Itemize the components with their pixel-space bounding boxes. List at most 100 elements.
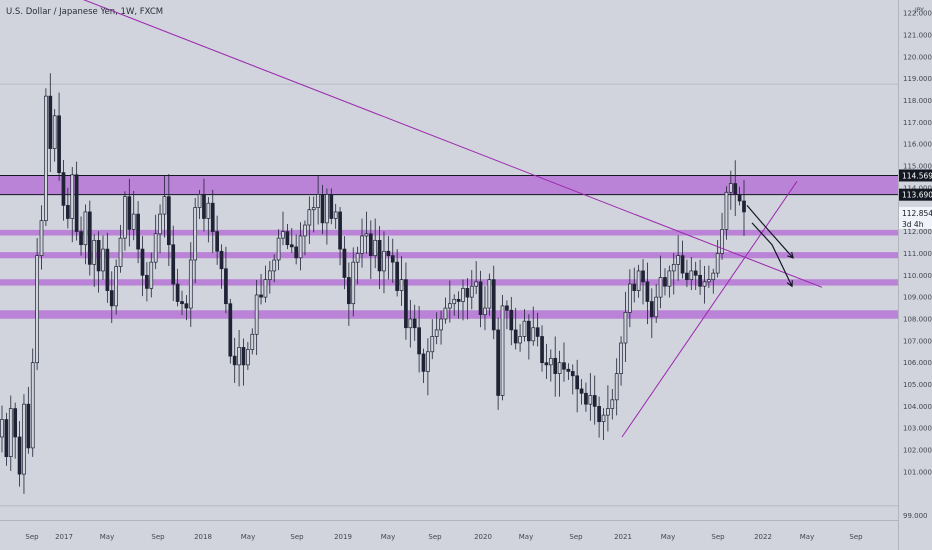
- candle-body: [483, 307, 487, 315]
- candle-body: [417, 327, 421, 355]
- candle-body: [360, 235, 364, 254]
- arrow-path-0[interactable]: [746, 204, 794, 259]
- candle-body: [259, 294, 263, 298]
- candle-body: [557, 362, 562, 374]
- candle-body: [478, 281, 483, 315]
- y-tick-label: 105.000: [903, 381, 932, 389]
- candle-body: [588, 395, 593, 405]
- x-tick-label: Sep: [569, 533, 583, 541]
- candle-body: [87, 211, 92, 265]
- candle-body: [412, 318, 417, 329]
- candle-body: [188, 259, 193, 309]
- x-tick-label: 2017: [55, 533, 73, 541]
- trendline-1[interactable]: [621, 181, 798, 438]
- candle-body: [584, 392, 588, 405]
- y-tick-label: 108.000: [903, 315, 932, 323]
- candle-body: [553, 357, 558, 374]
- candle-body: [127, 196, 132, 230]
- candle-body: [531, 327, 536, 342]
- candle-body: [377, 239, 382, 272]
- y-tick-label: 109.000: [903, 294, 932, 302]
- y-tick-label: 120.000: [903, 53, 932, 61]
- trendlines-layer[interactable]: [62, 0, 823, 438]
- y-tick-label: 101.000: [903, 468, 932, 476]
- candle-body: [162, 196, 167, 215]
- candle-body: [566, 368, 571, 372]
- y-tick-label: 114.000: [903, 184, 932, 192]
- candle-body: [39, 220, 44, 256]
- arrows-layer[interactable]: [746, 204, 794, 288]
- candle-body: [140, 248, 145, 276]
- candle-body: [118, 237, 123, 267]
- candle-body: [390, 255, 395, 263]
- candle-body: [131, 213, 136, 230]
- x-tick-label: May: [241, 533, 255, 541]
- price-tag-label-1: 113.690: [902, 191, 932, 200]
- trendline-0[interactable]: [62, 0, 823, 288]
- arrow-head-0: [787, 251, 794, 259]
- candle-body: [171, 244, 176, 285]
- y-tick-label: 119.000: [903, 75, 932, 83]
- zone-4[interactable]: [0, 310, 898, 319]
- candle-body: [96, 239, 101, 272]
- y-tick-label: 122.000: [903, 10, 932, 18]
- candle-body: [627, 283, 632, 313]
- x-tick-label: Sep: [428, 533, 442, 541]
- candle-body: [92, 239, 97, 265]
- candle-body: [663, 277, 667, 287]
- zone-2[interactable]: [0, 252, 898, 259]
- candle-body: [298, 235, 303, 259]
- y-tick-label: 110.000: [903, 272, 932, 280]
- y-tick-label: 103.000: [903, 425, 932, 433]
- candle-body: [597, 406, 601, 423]
- candle-body: [267, 270, 272, 281]
- candle-body: [527, 320, 531, 342]
- candle-body: [518, 336, 522, 344]
- candle-body: [250, 333, 255, 350]
- candle-body: [210, 202, 215, 232]
- candle-body: [509, 309, 514, 331]
- candle-body: [294, 246, 299, 259]
- candle-body: [685, 272, 689, 281]
- candle-body: [347, 277, 351, 305]
- zone-1[interactable]: [0, 229, 898, 236]
- candle-body: [461, 288, 465, 302]
- x-tick-label: Sep: [849, 533, 863, 541]
- candle-body: [724, 191, 729, 230]
- candle-body: [544, 362, 549, 366]
- candle-body: [421, 353, 426, 372]
- candle-body: [465, 288, 470, 298]
- candle-body: [623, 312, 628, 344]
- candle-body: [215, 231, 219, 252]
- y-tick-label: 118.000: [903, 97, 932, 105]
- candle-body: [237, 347, 241, 366]
- x-tick-label: May: [800, 533, 814, 541]
- candle-body: [338, 211, 342, 250]
- candle-body: [307, 209, 312, 226]
- arrow-head-1: [786, 280, 793, 288]
- candle-body: [8, 408, 13, 457]
- candle-body: [676, 255, 680, 265]
- price-tag-2: [899, 206, 932, 219]
- candle-body: [592, 395, 597, 407]
- y-tick-label: 117.000: [903, 119, 932, 127]
- candle-body: [136, 213, 140, 250]
- y-tick-label: 112.000: [903, 228, 932, 236]
- candle-body: [289, 244, 294, 248]
- candle-body: [430, 336, 435, 353]
- candle-body: [35, 255, 39, 364]
- candle-body: [689, 270, 694, 281]
- candle-body: [570, 371, 575, 377]
- candles-layer: [0, 73, 746, 494]
- arrow-path-1[interactable]: [751, 222, 793, 287]
- hlines-layer: [0, 83, 898, 507]
- candle-body: [434, 329, 439, 337]
- zone-0[interactable]: [0, 175, 898, 195]
- candle-body: [30, 362, 35, 449]
- y-tick-label: 107.000: [903, 337, 932, 345]
- countdown-label: 3d 4h: [902, 220, 924, 229]
- candle-body: [601, 414, 606, 423]
- zone-3[interactable]: [0, 279, 898, 286]
- candle-body: [193, 207, 198, 261]
